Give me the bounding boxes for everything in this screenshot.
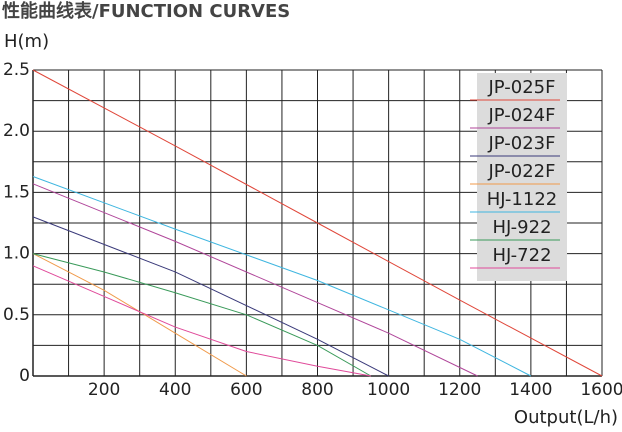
legend-label: HJ-1122 <box>487 189 558 210</box>
legend-label: HJ-722 <box>492 245 551 266</box>
curve <box>32 253 372 377</box>
y-axis-label: H(m) <box>4 31 49 52</box>
y-tick-label: 2.5 <box>3 60 30 80</box>
curve <box>32 69 603 377</box>
x-tick-label: 1200 <box>438 380 481 400</box>
curve <box>32 183 478 377</box>
x-tick-label: 400 <box>159 380 191 400</box>
curve <box>32 176 532 377</box>
y-tick-label: 0.5 <box>3 305 30 325</box>
y-tick-label: 0 <box>19 366 30 386</box>
legend-label: JP-025F <box>488 77 556 98</box>
x-tick-label: 1000 <box>367 380 410 400</box>
chart-title: 性能曲线表/FUNCTION CURVES <box>2 0 290 22</box>
legend-label: HJ-922 <box>492 217 551 238</box>
x-tick-label: 1400 <box>509 380 552 400</box>
x-axis-label: Output(L/h) <box>514 407 618 428</box>
x-tick-label: 800 <box>301 380 333 400</box>
legend-label: JP-022F <box>488 161 556 182</box>
x-tick-label: 200 <box>88 380 120 400</box>
curve <box>32 216 389 377</box>
y-tick-label: 2.0 <box>3 121 30 141</box>
legend-label: JP-024F <box>488 105 556 126</box>
legend-label: JP-023F <box>488 133 556 154</box>
legend-box <box>477 73 567 281</box>
curve <box>32 265 371 377</box>
x-tick-label: 600 <box>230 380 262 400</box>
x-tick-label: 1600 <box>580 380 622 400</box>
y-tick-label: 1.5 <box>3 182 30 202</box>
y-tick-label: 1.0 <box>3 244 30 264</box>
